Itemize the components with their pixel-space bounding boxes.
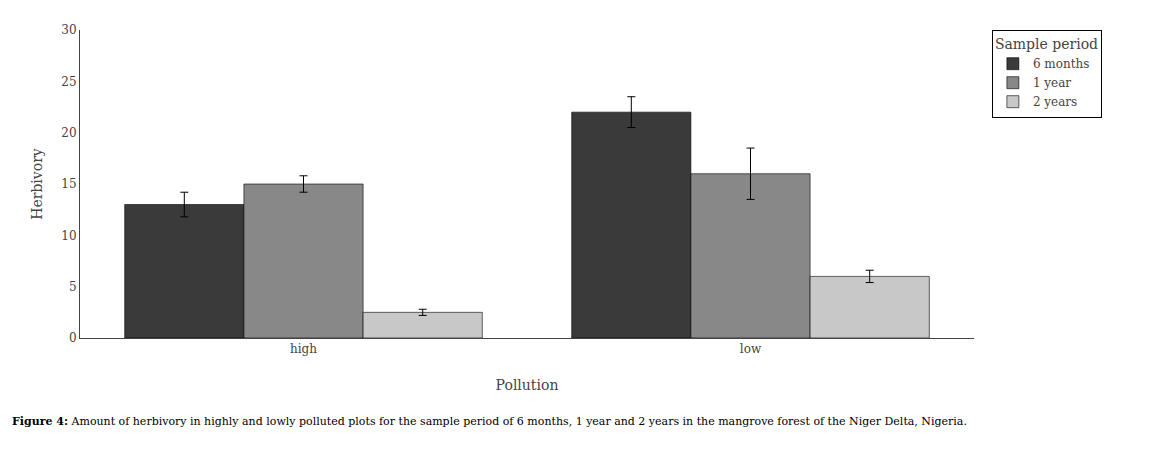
- svg-text:6 months: 6 months: [1033, 57, 1090, 71]
- svg-text:high: high: [290, 342, 317, 356]
- svg-text:20: 20: [61, 126, 76, 140]
- svg-text:10: 10: [61, 229, 76, 243]
- svg-text:25: 25: [61, 75, 76, 89]
- svg-text:Figure 4: Amount of herbivory: Figure 4: Amount of herbivory in highly …: [12, 415, 967, 428]
- svg-text:15: 15: [61, 177, 76, 191]
- svg-text:5: 5: [69, 280, 77, 294]
- svg-text:Herbivory: Herbivory: [29, 148, 45, 220]
- svg-text:1 year: 1 year: [1033, 76, 1071, 90]
- svg-text:0: 0: [69, 331, 77, 345]
- svg-text:Sample period: Sample period: [995, 36, 1098, 52]
- svg-text:2 years: 2 years: [1033, 95, 1077, 109]
- svg-text:low: low: [740, 342, 762, 356]
- svg-text:Pollution: Pollution: [496, 377, 559, 393]
- svg-text:30: 30: [61, 23, 76, 37]
